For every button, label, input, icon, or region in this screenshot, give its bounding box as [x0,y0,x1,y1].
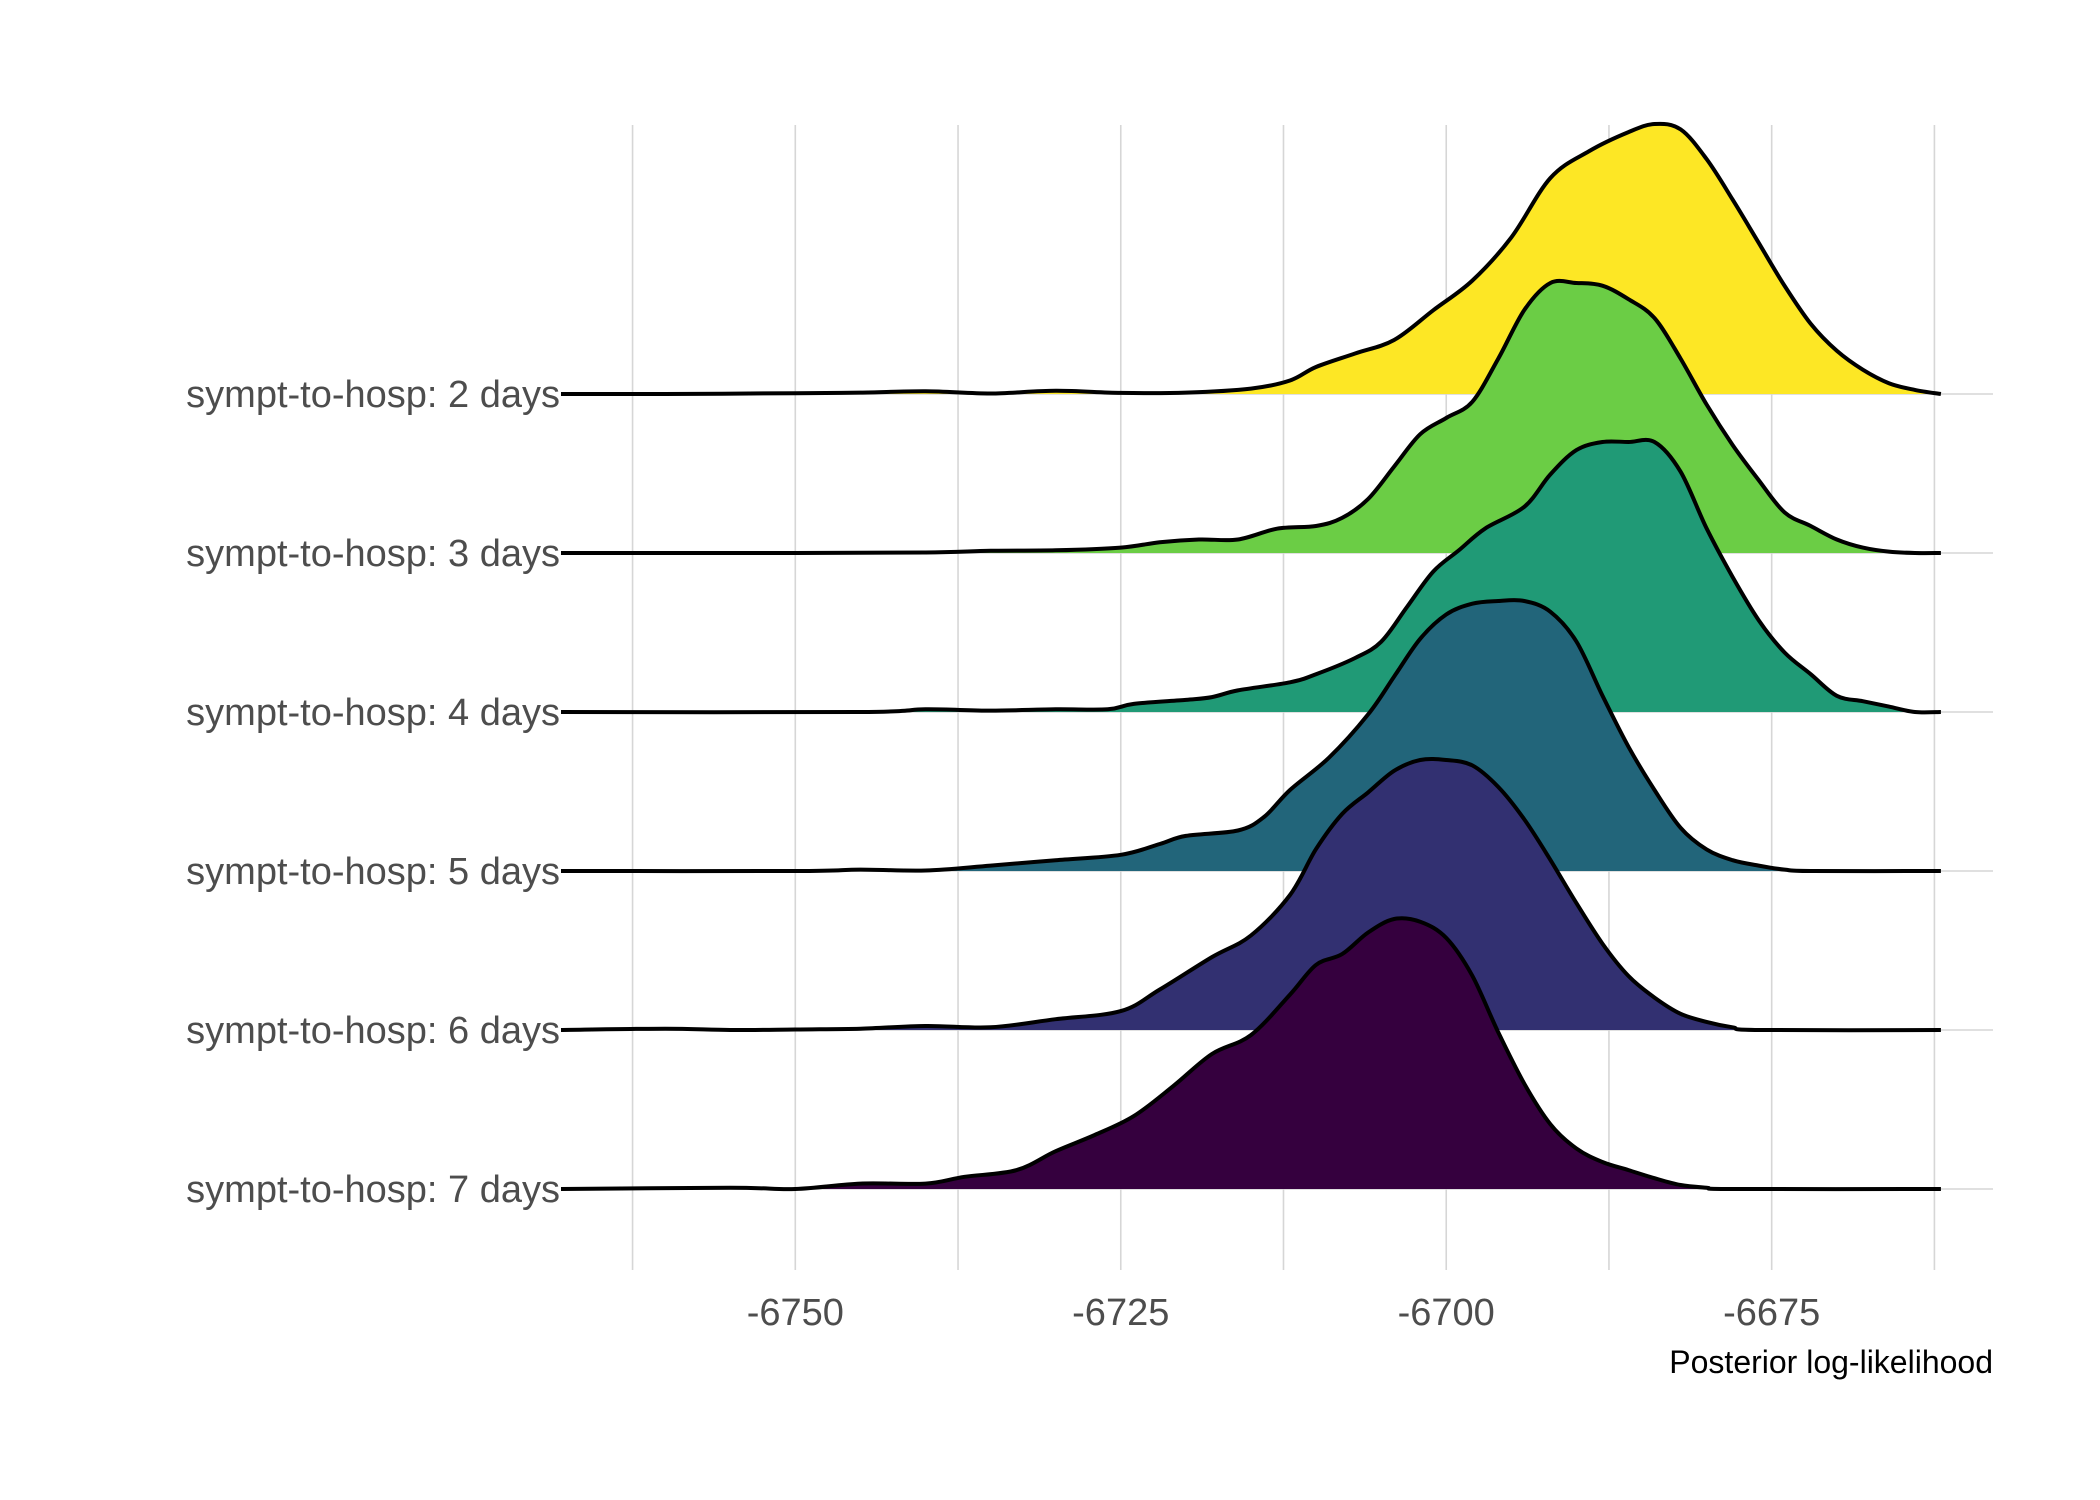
x-tick-label: -6675 [1723,1292,1820,1334]
ridge-6 [560,916,1941,1192]
ridge-outline [560,437,1941,715]
x-tick-label: -6750 [747,1292,844,1334]
y-axis-labels: sympt-to-hosp: 2 days sympt-to-hosp: 3 da… [186,374,560,1211]
y-tick-label: sympt-to-hosp: 6 days [186,1010,560,1052]
y-tick-label: sympt-to-hosp: 7 days [186,1169,560,1211]
ridge-area [561,758,1941,1031]
x-tick-label: -6725 [1072,1292,1169,1334]
x-tick-label: -6700 [1398,1292,1495,1334]
x-axis-labels: -6750 -6725 -6700 -6675 [747,1292,1821,1334]
y-tick-label: sympt-to-hosp: 4 days [186,692,560,734]
y-tick-label: sympt-to-hosp: 3 days [186,533,560,575]
ridge-outline [560,756,1941,1033]
ridge-outline [560,121,1942,397]
ridge-area [561,600,1941,872]
y-tick-label: sympt-to-hosp: 2 days [186,374,560,416]
x-axis-title: Posterior log-likelihood [1669,1344,1993,1380]
ridge-outline [560,278,1941,556]
y-tick-label: sympt-to-hosp: 5 days [186,851,560,893]
ridge-5 [560,756,1941,1033]
ridge-3 [560,437,1941,715]
ridge-1 [560,121,1942,397]
ridge-layer [560,121,1942,1192]
ridge-outline [560,598,1941,874]
ridge-area [561,918,1941,1190]
ridge-4 [560,598,1941,874]
ridge-area [561,439,1941,713]
ridge-area [561,123,1941,395]
ridge-outline [560,916,1941,1192]
